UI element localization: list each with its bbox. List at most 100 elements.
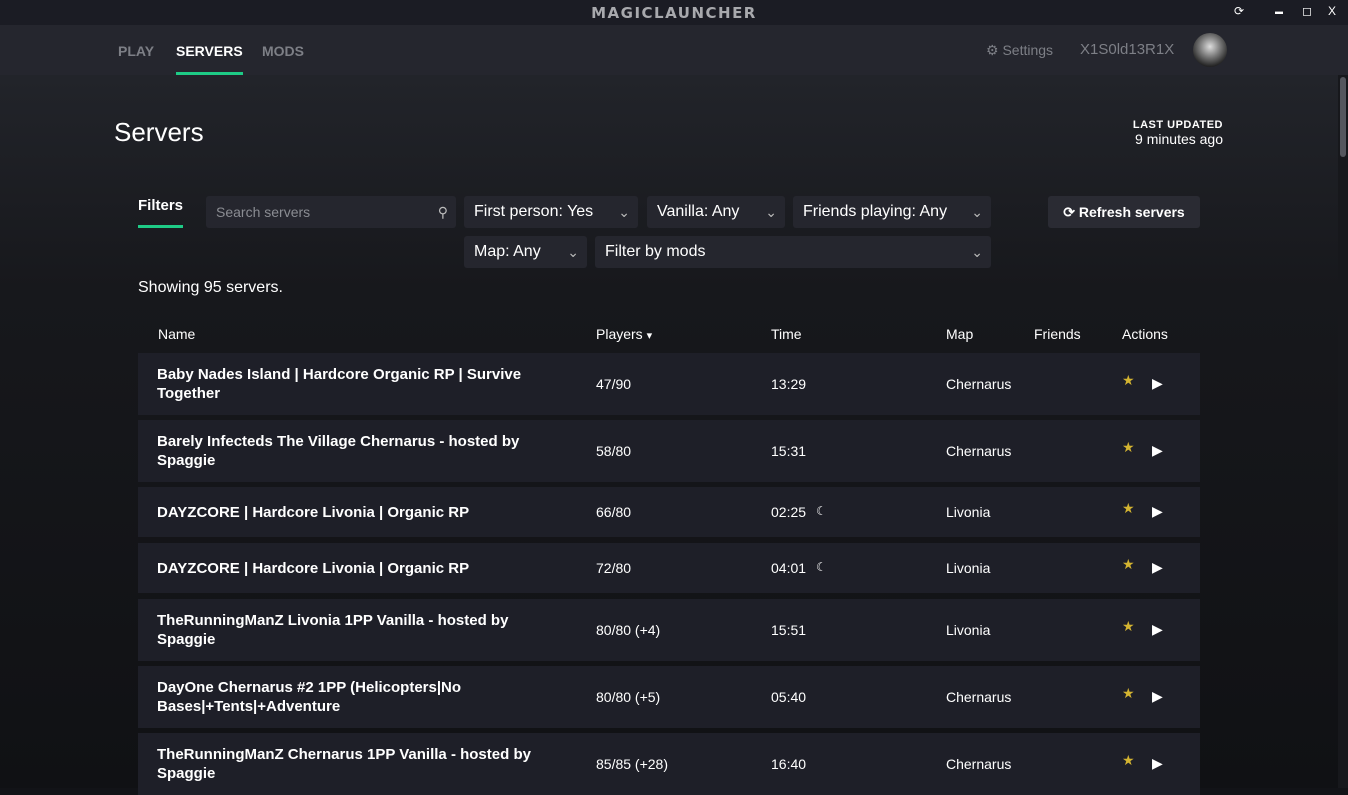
table-row[interactable]: DayOne Chernarus #2 1PP (Helicopters|No … — [138, 666, 1200, 728]
server-map: Livonia — [946, 504, 991, 520]
favorite-star-icon[interactable]: ★ — [1122, 618, 1135, 634]
server-map: Chernarus — [946, 756, 1012, 772]
vanilla-value: Vanilla: Any — [657, 203, 740, 220]
settings-button[interactable]: ⚙ Settings — [986, 42, 1053, 59]
header-map[interactable]: Map — [946, 326, 974, 342]
server-time: 05:40 — [771, 689, 807, 705]
friends-select[interactable]: Friends playing: Any ⌄ — [793, 196, 991, 228]
server-map: Chernarus — [946, 376, 1012, 392]
server-name: Barely Infecteds The Village Chernarus -… — [157, 433, 520, 469]
last-updated-label: LAST UPDATED — [1132, 119, 1223, 131]
chevron-down-icon: ⌄ — [765, 204, 777, 220]
server-map: Livonia — [946, 622, 991, 638]
filters-tab[interactable]: Filters — [138, 197, 184, 228]
server-time: 02:25 — [771, 504, 807, 520]
map-value: Map: Any — [474, 243, 541, 260]
server-map: Livonia — [946, 560, 991, 576]
server-name: TheRunningManZ Chernarus 1PP Vanilla - h… — [157, 746, 531, 782]
map-select[interactable]: Map: Any ⌄ — [464, 236, 587, 268]
minimize-button[interactable]: ▬ — [1275, 7, 1283, 16]
server-players: 80/80 (+5) — [596, 689, 661, 705]
chevron-down-icon: ⌄ — [971, 204, 983, 220]
scrollbar[interactable] — [1338, 75, 1348, 788]
first-person-select[interactable]: First person: Yes ⌄ — [464, 196, 638, 228]
refresh-label: Refresh servers — [1078, 204, 1185, 220]
close-button[interactable]: X — [1328, 4, 1337, 18]
table-row[interactable]: TheRunningManZ Chernarus 1PP Vanilla - h… — [138, 733, 1200, 795]
reload-icon[interactable]: ⟳ — [1234, 4, 1245, 18]
server-name: TheRunningManZ Livonia 1PP Vanilla - hos… — [157, 612, 509, 648]
header-name[interactable]: Name — [158, 326, 196, 342]
search-placeholder: Search servers — [216, 204, 311, 220]
server-name: Baby Nades Island | Hardcore Organic RP … — [157, 366, 522, 402]
header-players-label: Players — [596, 326, 643, 342]
server-name: DAYZCORE | Hardcore Livonia | Organic RP — [157, 560, 470, 577]
search-icon: ⚲ — [437, 204, 448, 220]
mods-select[interactable]: Filter by mods ⌄ — [595, 236, 991, 268]
favorite-star-icon[interactable]: ★ — [1122, 439, 1135, 455]
refresh-servers-button[interactable]: ⟳ Refresh servers — [1048, 196, 1200, 228]
server-players: 80/80 (+4) — [596, 622, 661, 638]
header-actions: Actions — [1122, 326, 1168, 342]
scrollbar-thumb[interactable] — [1340, 77, 1346, 157]
chevron-down-icon: ⌄ — [618, 204, 630, 220]
server-time: 04:01 — [771, 560, 807, 576]
header-friends[interactable]: Friends — [1034, 326, 1081, 342]
tab-servers[interactable]: SERVERS — [176, 43, 243, 75]
server-time: 13:29 — [771, 376, 807, 392]
title-bar: MAGICLAUNCHER ⟳ ▬ ◻ X — [0, 0, 1348, 25]
server-time: 16:40 — [771, 756, 807, 772]
table-row[interactable]: DAYZCORE | Hardcore Livonia | Organic RP… — [138, 487, 1200, 537]
favorite-star-icon[interactable]: ★ — [1122, 752, 1135, 768]
mods-value: Filter by mods — [605, 243, 706, 260]
tab-play[interactable]: PLAY — [118, 43, 155, 59]
header-time[interactable]: Time — [771, 326, 802, 342]
tab-mods[interactable]: MODS — [262, 43, 304, 59]
play-icon[interactable]: ▶ — [1152, 442, 1163, 458]
page-title: Servers — [114, 117, 204, 147]
friends-value: Friends playing: Any — [803, 203, 948, 220]
top-nav: PLAY SERVERS MODS ⚙ Settings X1S0ld13R1X — [0, 25, 1348, 75]
server-time: 15:31 — [771, 443, 807, 459]
favorite-star-icon[interactable]: ★ — [1122, 372, 1135, 388]
settings-label: Settings — [1002, 42, 1054, 58]
server-time: 15:51 — [771, 622, 807, 638]
play-icon[interactable]: ▶ — [1152, 755, 1163, 771]
last-updated-value: 9 minutes ago — [1135, 131, 1223, 147]
favorite-star-icon[interactable]: ★ — [1122, 500, 1135, 516]
moon-icon: ☾ — [816, 560, 827, 574]
app-logo: MAGICLAUNCHER — [591, 4, 757, 22]
server-name: DAYZCORE | Hardcore Livonia | Organic RP — [157, 504, 470, 521]
favorite-star-icon[interactable]: ★ — [1122, 685, 1135, 701]
gear-icon: ⚙ — [986, 42, 999, 58]
play-icon[interactable]: ▶ — [1152, 503, 1163, 519]
vanilla-select[interactable]: Vanilla: Any ⌄ — [647, 196, 785, 228]
search-input[interactable]: Search servers ⚲ — [206, 196, 456, 228]
server-map: Chernarus — [946, 689, 1012, 705]
server-players: 85/85 (+28) — [596, 756, 668, 772]
server-map: Chernarus — [946, 443, 1012, 459]
server-players: 47/90 — [596, 376, 632, 392]
username[interactable]: X1S0ld13R1X — [1080, 41, 1175, 58]
server-players: 58/80 — [596, 443, 632, 459]
chevron-down-icon: ▾ — [646, 330, 653, 342]
play-icon[interactable]: ▶ — [1152, 621, 1163, 637]
refresh-icon: ⟳ — [1063, 204, 1075, 220]
play-icon[interactable]: ▶ — [1152, 375, 1163, 391]
last-updated: LAST UPDATED 9 minutes ago — [1133, 119, 1223, 147]
table-row[interactable]: Barely Infecteds The Village Chernarus -… — [138, 420, 1200, 482]
server-count: Showing 95 servers. — [138, 279, 283, 296]
play-icon[interactable]: ▶ — [1152, 559, 1163, 575]
favorite-star-icon[interactable]: ★ — [1122, 556, 1135, 572]
chevron-down-icon: ⌄ — [567, 244, 579, 260]
server-players: 66/80 — [596, 504, 632, 520]
first-person-value: First person: Yes — [474, 203, 594, 220]
play-icon[interactable]: ▶ — [1152, 688, 1163, 704]
header-players[interactable]: Players ▾ — [596, 326, 652, 342]
table-row[interactable]: Baby Nades Island | Hardcore Organic RP … — [138, 353, 1200, 415]
server-players: 72/80 — [596, 560, 632, 576]
table-row[interactable]: TheRunningManZ Livonia 1PP Vanilla - hos… — [138, 599, 1200, 661]
avatar[interactable] — [1193, 33, 1227, 67]
maximize-button[interactable]: ◻ — [1302, 4, 1312, 18]
table-row[interactable]: DAYZCORE | Hardcore Livonia | Organic RP… — [138, 543, 1200, 593]
